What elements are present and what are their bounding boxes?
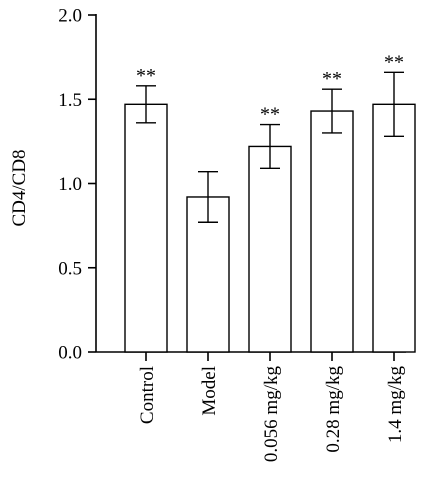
bar: [372, 103, 416, 353]
y-axis: 0.0 0.5 1.0 1.5 2.0: [58, 6, 97, 364]
x-axis: Control Model 0.056 mg/kg 0.28 mg/kg 1.4 mg/…: [96, 351, 406, 463]
bars: ** ** ** **: [124, 51, 416, 353]
significance-label: **: [322, 68, 342, 90]
x-tick-label: Control: [137, 366, 158, 424]
x-tick-label: 0.056 mg/kg: [261, 366, 282, 463]
y-tick-label: 2.0: [58, 6, 82, 27]
y-tick-label: 0.0: [58, 343, 82, 364]
significance-label: **: [136, 65, 156, 87]
x-tick-label: 1.4 mg/kg: [385, 366, 406, 444]
significance-label: **: [384, 51, 404, 73]
x-tick-label: Model: [199, 366, 220, 416]
bar: [124, 103, 168, 353]
bar: [310, 110, 354, 353]
bar: [248, 145, 292, 353]
y-axis-label: CD4/CD8: [9, 149, 30, 226]
y-tick-label: 0.5: [58, 258, 82, 279]
y-tick-label: 1.5: [58, 90, 82, 111]
y-tick-label: 1.0: [58, 174, 82, 195]
significance-label: **: [260, 104, 280, 126]
x-tick-label: 0.28 mg/kg: [323, 366, 344, 453]
